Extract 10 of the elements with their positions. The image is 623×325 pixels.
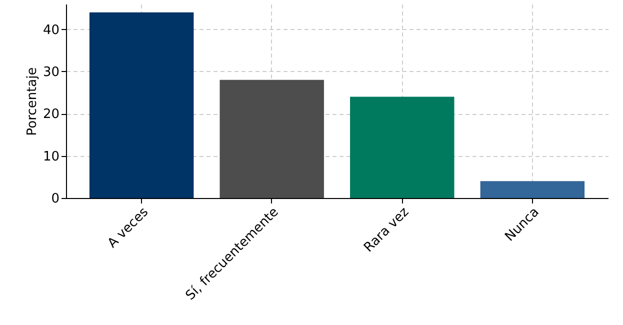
y-tick-label: 10 (42, 149, 60, 164)
y-tick-label: 20 (42, 107, 60, 122)
y-tick-label: 0 (51, 192, 60, 206)
y-axis-title: Porcentaje (24, 67, 40, 136)
bar (480, 181, 585, 198)
bar (220, 80, 324, 198)
y-tick-label: 30 (42, 64, 60, 80)
y-tick-label: 40 (42, 22, 60, 38)
bar (89, 12, 194, 198)
bar (350, 96, 454, 198)
